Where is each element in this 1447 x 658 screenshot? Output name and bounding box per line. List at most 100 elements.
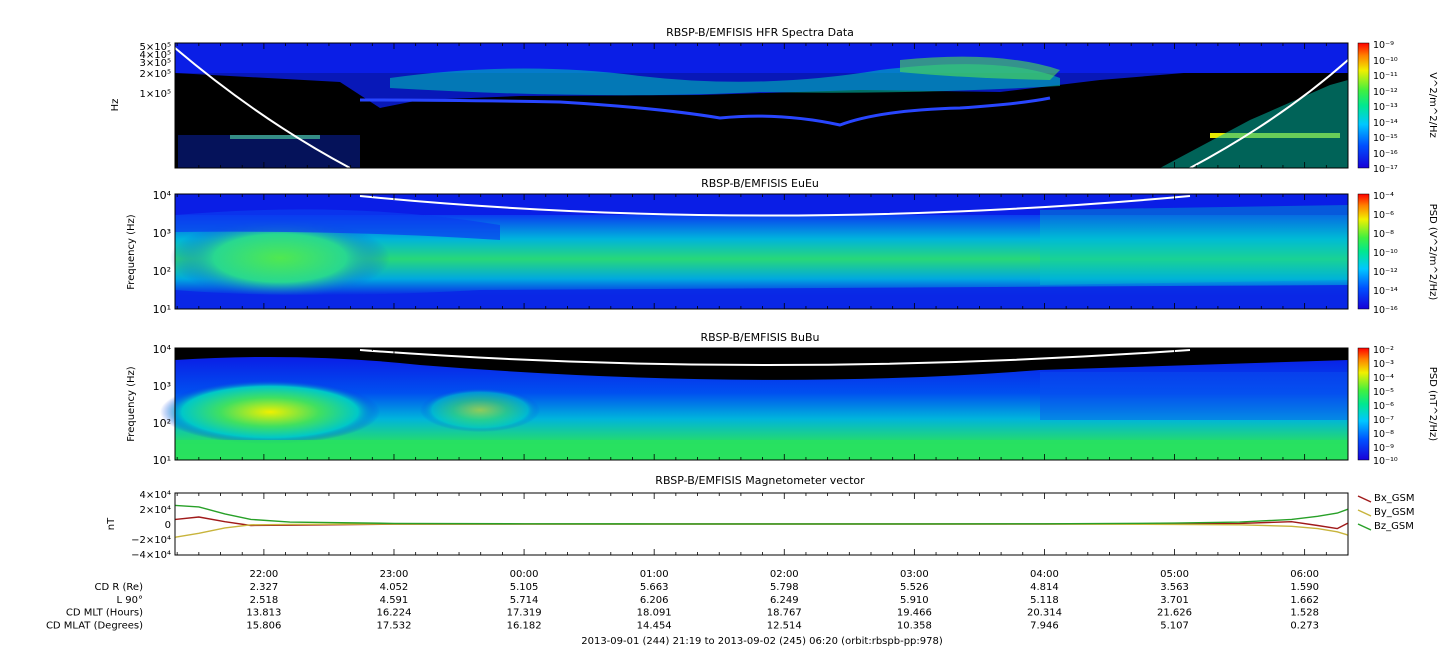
y-axis-label: nT (106, 517, 117, 530)
cbar-tick-label: 10⁻⁹ (1373, 40, 1394, 51)
panel-title: RBSP-B/EMFISIS HFR Spectra Data (666, 26, 854, 39)
cbar-tick-label: 10⁻¹² (1373, 87, 1398, 98)
time-tick-label: 05:00 (1160, 569, 1189, 580)
time-ticks (176, 43, 1327, 555)
ephemeris-value: 6.206 (640, 595, 669, 606)
cbar-tick-label: 10⁻⁸ (1373, 229, 1394, 240)
time-tick-label: 23:00 (380, 569, 409, 580)
y-tick-label: −2×10⁴ (131, 535, 171, 546)
colorbar-tick-labels: 10⁻⁹ 10⁻¹⁰ 10⁻¹¹ 10⁻¹² 10⁻¹³ 10⁻¹⁴ 10⁻¹⁵… (1373, 40, 1398, 175)
cbar-tick-label: 10⁻¹³ (1373, 102, 1398, 113)
ephemeris-value: 18.091 (637, 608, 672, 619)
time-range-footer: 2013-09-01 (244) 21:19 to 2013-09-02 (24… (581, 636, 943, 647)
ephemeris-value: 16.182 (507, 620, 542, 631)
colorbar-tick-labels: 10⁻² 10⁻³ 10⁻⁴ 10⁻⁵ 10⁻⁶ 10⁻⁷ 10⁻⁸ 10⁻⁹ … (1373, 345, 1398, 467)
cbar-tick-label: 10⁻¹⁶ (1373, 305, 1398, 316)
y-tick-label: 10² (153, 265, 171, 278)
ephemeris-value: 5.798 (770, 582, 799, 593)
time-tick-label: 02:00 (770, 569, 799, 580)
ephemeris-value: 0.273 (1290, 620, 1319, 631)
cbar-tick-label: 10⁻¹⁰ (1373, 456, 1398, 467)
cbar-tick-label: 10⁻¹¹ (1373, 71, 1398, 82)
ephemeris-value: 1.590 (1290, 582, 1319, 593)
y-tick-label: 10³ (153, 380, 171, 393)
legend-swatch-by (1357, 509, 1372, 517)
y-tick-label: −4×10⁴ (131, 550, 171, 561)
panel-bubu: RBSP-B/EMFISIS BuBu 10⁴ 10³ 10² 10¹ Freq… (126, 331, 1438, 467)
ephemeris-value: 5.714 (510, 595, 539, 606)
time-tick-label: 06:00 (1290, 569, 1319, 580)
y-axis-label: Hz (110, 99, 121, 112)
legend: Bx_GSM By_GSM Bz_GSM (1357, 493, 1415, 532)
ephemeris-value: 12.514 (767, 620, 802, 631)
time-tick-label: 04:00 (1030, 569, 1059, 580)
colorbar-label: PSD (nT^2/Hz) (1427, 367, 1438, 441)
y-tick-label: 4×10⁵ (140, 50, 171, 61)
y-tick-label: 3×10⁵ (140, 58, 171, 69)
spectrogram-hfr (174, 43, 1349, 169)
ephemeris-value: 18.767 (767, 608, 802, 619)
ephemeris-value: 13.813 (246, 608, 281, 619)
ephemeris-value: 6.249 (770, 595, 799, 606)
legend-swatch-bx (1357, 495, 1372, 503)
ephemeris-value: 1.662 (1290, 595, 1319, 606)
ephemeris-value: 4.814 (1030, 582, 1059, 593)
ephemeris-value: 4.052 (380, 582, 409, 593)
cbar-tick-label: 10⁻⁹ (1373, 443, 1394, 454)
cbar-tick-label: 10⁻¹⁰ (1373, 56, 1398, 67)
ephemeris-value: 4.591 (380, 595, 409, 606)
y-tick-label: 10¹ (153, 454, 171, 467)
ephemeris-value: 15.806 (246, 620, 281, 631)
y-tick-labels: 10⁴ 10³ 10² 10¹ (153, 189, 172, 316)
ephemeris-value: 21.626 (1157, 608, 1192, 619)
y-tick-label: 0 (165, 520, 171, 531)
ephemeris-value: 17.532 (376, 620, 411, 631)
ephemeris-table: 22:00 23:00 00:00 01:00 02:00 03:00 04:00 05:00… (46, 569, 1319, 631)
y-tick-labels: 4×10⁴ 2×10⁴ 0 −2×10⁴ −4×10⁴ (131, 490, 171, 561)
cbar-tick-label: 10⁻⁴ (1373, 191, 1394, 202)
colorbar-label: PSD (V^2/m^2/Hz) (1427, 204, 1438, 301)
ephemeris-value: 5.107 (1160, 620, 1189, 631)
cbar-tick-label: 10⁻¹⁵ (1373, 133, 1398, 144)
y-tick-label: 10² (153, 417, 171, 430)
ephemeris-row-label: L 90° (117, 595, 143, 606)
magnetometer-series (175, 504, 1348, 538)
ephemeris-value: 5.526 (900, 582, 929, 593)
cbar-tick-label: 10⁻¹² (1373, 267, 1398, 278)
y-tick-labels: 10⁴ 10³ 10² 10¹ (153, 343, 172, 467)
ephemeris-value: 14.454 (637, 620, 672, 631)
ephemeris-value: 19.466 (897, 608, 932, 619)
panel-title: RBSP-B/EMFISIS Magnetometer vector (655, 474, 865, 487)
time-tick-label: 01:00 (640, 569, 669, 580)
colorbar (1357, 42, 1370, 169)
y-tick-label: 10⁴ (153, 343, 172, 356)
y-tick-label: 10¹ (153, 303, 171, 316)
y-axis-label: Frequency (Hz) (126, 366, 137, 442)
ephemeris-value: 20.314 (1027, 608, 1062, 619)
ephemeris-value: 1.528 (1290, 608, 1319, 619)
spectrogram-eueu (170, 194, 1348, 309)
cbar-tick-label: 10⁻⁶ (1373, 401, 1394, 412)
ephemeris-value: 10.358 (897, 620, 932, 631)
panel-magnetometer: RBSP-B/EMFISIS Magnetometer vector 4×10⁴… (106, 474, 1415, 561)
colorbar (1357, 193, 1370, 310)
ephemeris-value: 5.663 (640, 582, 669, 593)
cbar-tick-label: 10⁻⁶ (1373, 210, 1394, 221)
time-tick-label: 00:00 (510, 569, 539, 580)
cbar-tick-label: 10⁻¹⁴ (1373, 118, 1398, 129)
colorbar-tick-labels: 10⁻⁴ 10⁻⁶ 10⁻⁸ 10⁻¹⁰ 10⁻¹² 10⁻¹⁴ 10⁻¹⁶ (1373, 191, 1398, 316)
panel-title: RBSP-B/EMFISIS BuBu (701, 331, 820, 344)
series-line-bz_gsm (175, 504, 1348, 525)
y-tick-label: 1×10⁵ (140, 89, 171, 100)
y-tick-label: 10³ (153, 227, 171, 240)
cbar-tick-label: 10⁻² (1373, 345, 1394, 356)
ephemeris-value: 5.118 (1030, 595, 1059, 606)
ephemeris-row-label: CD MLAT (Degrees) (46, 620, 143, 631)
ephemeris-value: 7.946 (1030, 620, 1059, 631)
legend-label: Bz_GSM (1374, 521, 1414, 532)
ephemeris-value: 2.327 (250, 582, 279, 593)
panel-hfr: RBSP-B/EMFISIS HFR Spectra Data 5×10⁵ 4×… (110, 26, 1438, 175)
ephemeris-row-label: CD R (Re) (95, 582, 144, 593)
ephemeris-value: 16.224 (376, 608, 411, 619)
